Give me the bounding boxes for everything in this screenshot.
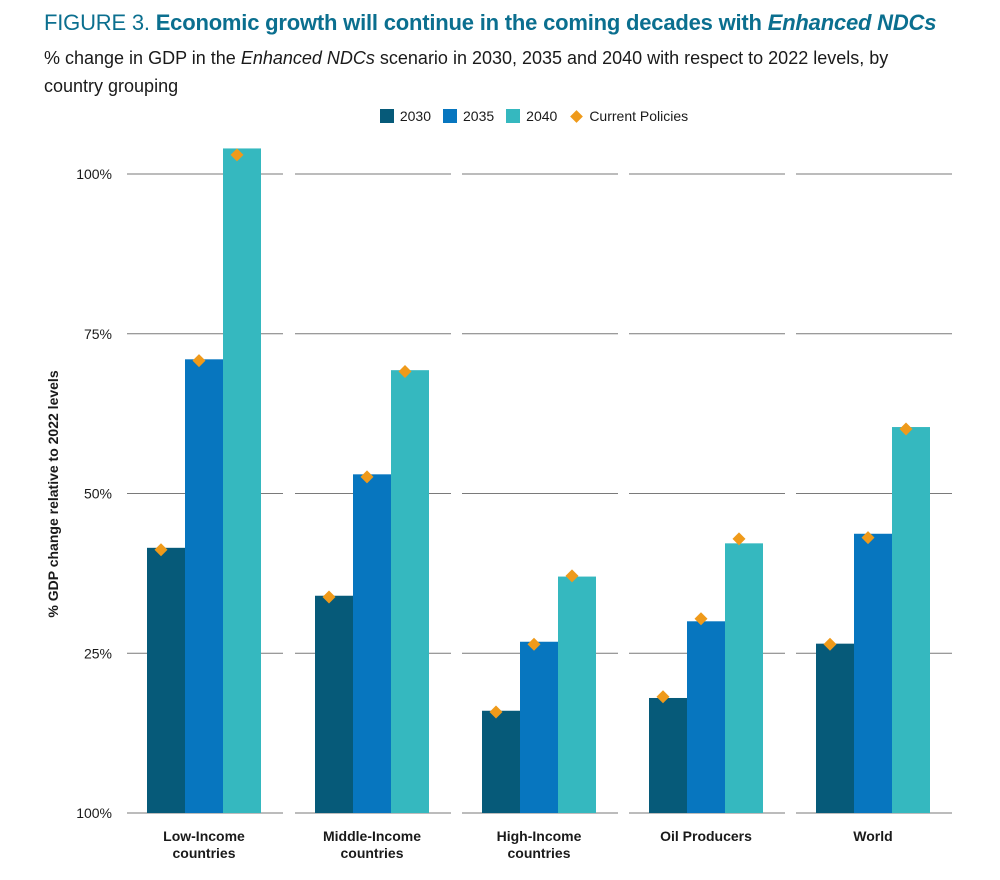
marker-current-policies-2-2 <box>565 569 579 583</box>
bar-2035-4 <box>854 533 892 813</box>
x-category-label: Low-Income countries <box>163 828 245 861</box>
x-category-label: High-Income countries <box>497 828 582 861</box>
legend-item-2030: 2030 <box>379 108 431 124</box>
marker-current-policies-0-2 <box>230 148 244 162</box>
y-tick-label: 100% <box>76 805 112 821</box>
legend-label-current-policies: Current Policies <box>589 108 689 124</box>
x-category-label-line: countries <box>172 845 235 861</box>
marker-current-policies-0-1 <box>192 354 206 368</box>
legend-item-2035: 2035 <box>443 108 494 124</box>
legend-label-2040: 2040 <box>526 108 558 124</box>
x-category-label-line: countries <box>507 845 570 861</box>
figure-label: FIGURE 3. <box>44 10 150 35</box>
x-category-label: Oil Producers <box>660 828 752 844</box>
bar-2040-4 <box>892 427 930 813</box>
marker-current-policies-3-0 <box>656 690 670 704</box>
marker-current-policies-0-0 <box>154 543 168 557</box>
marker-current-policies-1-1 <box>360 470 374 484</box>
legend-item-current-policies: Current Policies <box>569 108 688 124</box>
y-axis-title: % GDP change relative to 2022 levels <box>45 370 61 617</box>
bar-2030-2 <box>482 710 520 813</box>
marker-current-policies-1-0 <box>322 590 336 604</box>
chart-legend: 2030 2035 2040 Current Policies <box>0 108 1000 124</box>
bar-2030-4 <box>816 643 854 813</box>
marker-current-policies-2-0 <box>489 705 503 719</box>
figure-title-text: Economic growth will continue in the com… <box>156 10 937 35</box>
subtitle-pre: % change in GDP in the <box>44 48 236 68</box>
bar-2030-0 <box>147 547 185 813</box>
legend-label-2035: 2035 <box>463 108 495 124</box>
marker-current-policies-1-2 <box>398 364 412 378</box>
marker-current-policies-4-2 <box>899 422 913 436</box>
y-tick-label: 25% <box>84 645 112 661</box>
bar-2040-3 <box>725 543 763 813</box>
marker-current-policies-3-1 <box>694 612 708 626</box>
legend-swatch-2030 <box>379 109 394 123</box>
marker-current-policies-4-0 <box>823 637 837 651</box>
y-tick-label: 100% <box>76 166 112 182</box>
bar-2030-3 <box>649 697 687 813</box>
legend-swatch-2035 <box>443 109 457 123</box>
bar-2040-1 <box>391 370 429 813</box>
x-category-label-line: High-Income <box>497 828 582 844</box>
marker-current-policies-2-1 <box>527 637 541 651</box>
legend-label-2030: 2030 <box>399 108 431 124</box>
marker-current-policies-3-2 <box>732 532 746 546</box>
bar-2030-1 <box>315 595 353 813</box>
y-tick-label: 75% <box>84 326 112 342</box>
subtitle-emph: Enhanced NDCs <box>240 48 375 68</box>
bar-2035-1 <box>353 474 391 813</box>
bar-2040-0 <box>223 148 261 813</box>
y-tick-label: 50% <box>84 486 112 502</box>
x-category-label-line: Middle-Income <box>323 828 421 844</box>
legend-swatch-2040 <box>506 109 521 123</box>
figure-title-emph: Enhanced NDCs <box>767 10 937 35</box>
x-category-label: World <box>853 828 892 844</box>
x-category-label-line: Oil Producers <box>660 828 752 844</box>
x-category-label-line: Low-Income <box>163 828 245 844</box>
chart-subtitle: % change in GDP in the Enhanced NDCs sce… <box>44 44 944 100</box>
chart-title: FIGURE 3. Economic growth will continue … <box>44 10 936 36</box>
bar-2035-0 <box>185 359 223 813</box>
x-category-label-line: countries <box>340 845 403 861</box>
bar-2035-3 <box>687 621 725 813</box>
x-category-label: Middle-Income countries <box>323 828 421 861</box>
bar-2040-2 <box>558 576 596 813</box>
bar-2035-2 <box>520 641 558 813</box>
figure-title-main: Economic growth will continue in the com… <box>155 10 762 35</box>
x-category-label-line: World <box>853 828 892 844</box>
subtitle-post: scenario in 2030, 2035 and 2040 with res… <box>44 48 889 96</box>
marker-current-policies-4-1 <box>861 531 875 545</box>
legend-item-2040: 2040 <box>506 108 557 124</box>
